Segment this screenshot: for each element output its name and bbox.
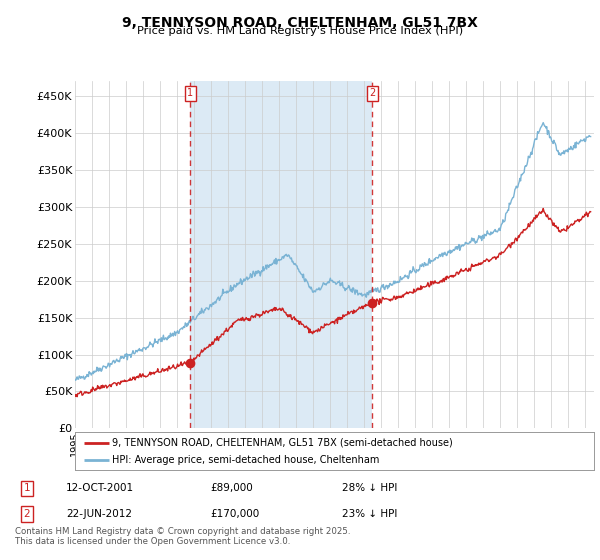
Text: 9, TENNYSON ROAD, CHELTENHAM, GL51 7BX (semi-detached house): 9, TENNYSON ROAD, CHELTENHAM, GL51 7BX (… [112, 437, 453, 447]
Text: 28% ↓ HPI: 28% ↓ HPI [342, 483, 397, 493]
Text: HPI: Average price, semi-detached house, Cheltenham: HPI: Average price, semi-detached house,… [112, 455, 380, 465]
Text: 2: 2 [23, 509, 31, 519]
Text: 2: 2 [369, 88, 376, 99]
Text: 12-OCT-2001: 12-OCT-2001 [66, 483, 134, 493]
Text: £89,000: £89,000 [210, 483, 253, 493]
Text: £170,000: £170,000 [210, 509, 259, 519]
Text: 23% ↓ HPI: 23% ↓ HPI [342, 509, 397, 519]
Text: 1: 1 [187, 88, 193, 99]
Text: 1: 1 [23, 483, 31, 493]
Text: Price paid vs. HM Land Registry's House Price Index (HPI): Price paid vs. HM Land Registry's House … [137, 26, 463, 36]
Text: 9, TENNYSON ROAD, CHELTENHAM, GL51 7BX: 9, TENNYSON ROAD, CHELTENHAM, GL51 7BX [122, 16, 478, 30]
Text: Contains HM Land Registry data © Crown copyright and database right 2025.
This d: Contains HM Land Registry data © Crown c… [15, 526, 350, 546]
Text: 22-JUN-2012: 22-JUN-2012 [66, 509, 132, 519]
Bar [190, 81, 372, 428]
